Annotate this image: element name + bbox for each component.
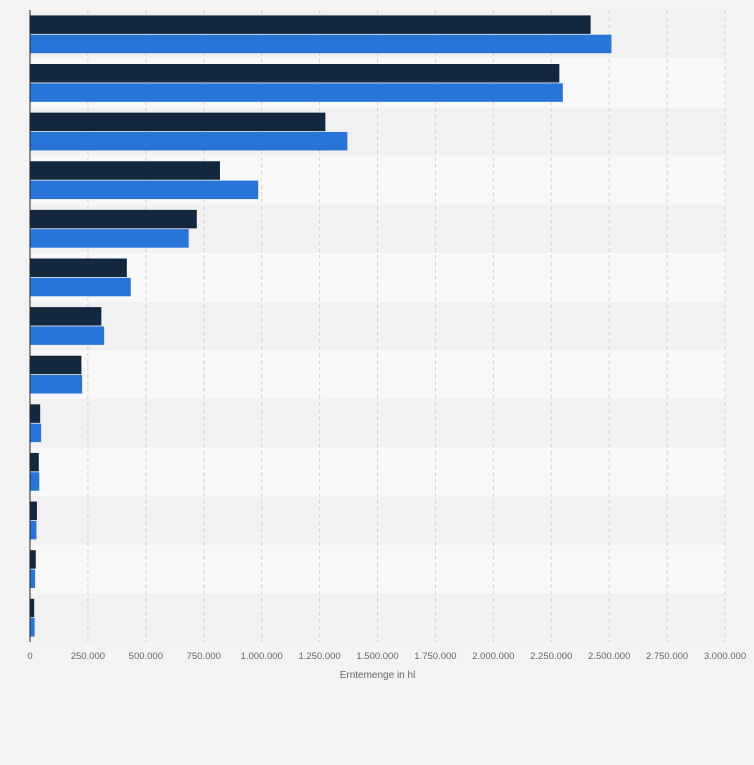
x-tick-label: 750.000 xyxy=(187,651,221,662)
x-tick-label: 1.000.000 xyxy=(241,651,283,662)
bar xyxy=(30,569,36,588)
x-tick-label: 1.750.000 xyxy=(414,651,456,662)
bar xyxy=(30,161,220,180)
bar xyxy=(30,229,189,248)
bar xyxy=(30,64,560,83)
bar xyxy=(30,520,37,540)
x-tick-label: 250.000 xyxy=(71,651,105,662)
bar xyxy=(30,209,197,229)
x-tick-label: 2.000.000 xyxy=(472,651,514,662)
bar xyxy=(30,598,35,618)
x-tick-label: 0 xyxy=(27,651,32,662)
bar xyxy=(30,307,102,326)
bar xyxy=(30,355,82,375)
bars xyxy=(30,15,612,637)
x-tick-label: 500.000 xyxy=(129,651,163,662)
bar xyxy=(30,15,591,34)
bar xyxy=(30,452,39,472)
x-tick-labels: 0 250.000 500.000 750.000 1.000.000 1.250.000… xyxy=(27,651,746,662)
bar xyxy=(30,180,259,200)
bar xyxy=(30,112,326,132)
bar xyxy=(30,404,41,423)
bar xyxy=(30,423,42,443)
x-tick-label: 3.000.000 xyxy=(704,651,746,662)
bar xyxy=(30,34,612,54)
x-axis-title: Erntemenge in hl xyxy=(340,670,416,681)
bar xyxy=(30,258,127,277)
x-tick-label: 2.250.000 xyxy=(530,651,572,662)
bar xyxy=(30,83,563,102)
bar xyxy=(30,326,105,345)
bar xyxy=(30,550,36,569)
x-tick-label: 1.500.000 xyxy=(356,651,398,662)
x-tick-label: 2.750.000 xyxy=(646,651,688,662)
x-tick-label: 1.250.000 xyxy=(298,651,340,662)
bar xyxy=(30,618,35,637)
bar xyxy=(30,277,131,297)
bar xyxy=(30,501,37,521)
bar xyxy=(30,131,348,151)
x-tick-label: 2.500.000 xyxy=(588,651,630,662)
bar xyxy=(30,375,83,394)
bar xyxy=(30,472,40,491)
